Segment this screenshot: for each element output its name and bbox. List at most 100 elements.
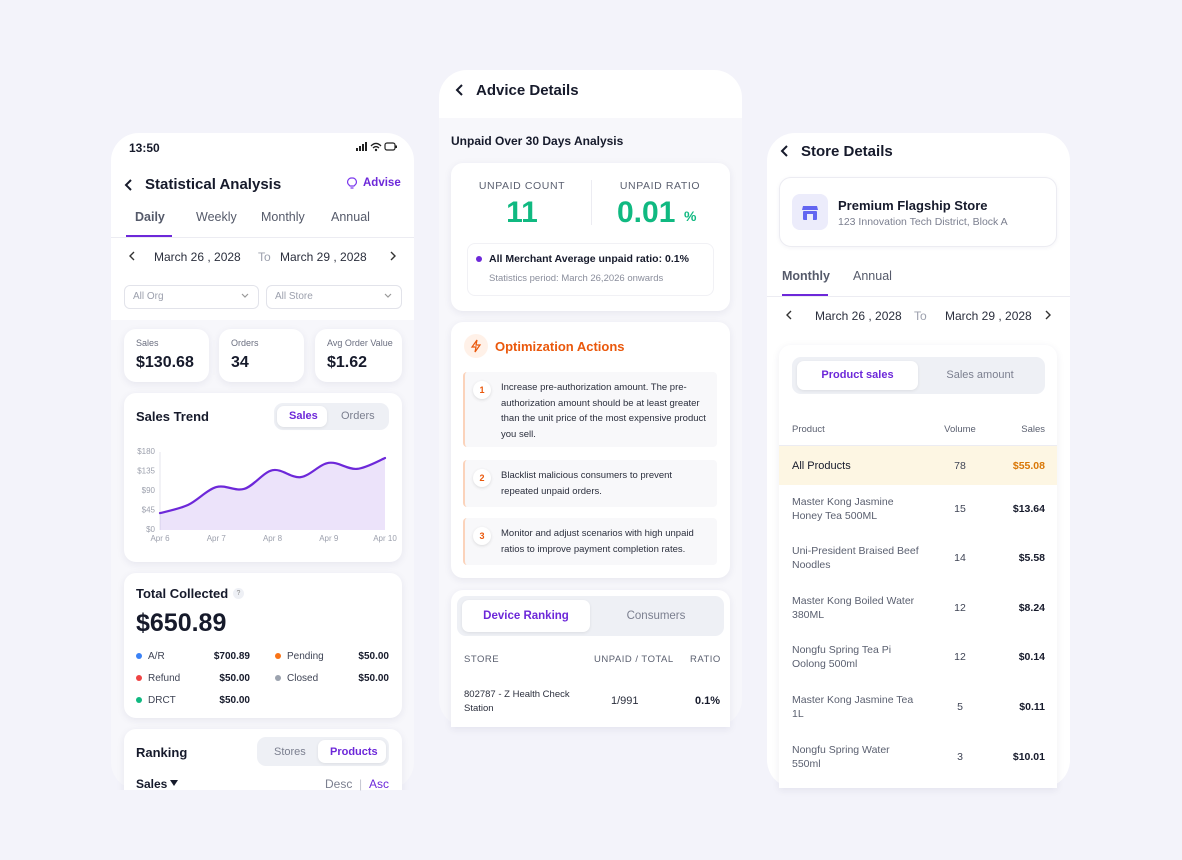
legend-dot	[136, 653, 142, 659]
next-date[interactable]	[1044, 310, 1052, 320]
legend-value: $50.00	[219, 695, 250, 706]
chevron-down	[384, 293, 392, 298]
advise-link[interactable]: Advise	[363, 177, 401, 189]
tab[interactable]: Weekly	[196, 210, 237, 224]
toggle-active-bg	[462, 600, 590, 632]
toggle-active-bg	[277, 406, 327, 427]
prev-date[interactable]	[128, 251, 136, 261]
y-tick-label: $180	[137, 447, 155, 456]
store-name: Premium Flagship Store	[838, 198, 988, 213]
bulb-icon	[347, 177, 357, 189]
actions-title: Optimization Actions	[495, 339, 625, 354]
product-name: Nongfu Spring Water 550ml	[792, 744, 890, 770]
legend-label: Closed	[287, 673, 319, 684]
volume: 3	[957, 751, 963, 763]
kpi-value: $1.62	[327, 354, 368, 371]
product-name: Master Kong Jasmine Honey Tea 500ML	[792, 496, 894, 522]
total-row-bg	[779, 446, 1057, 485]
unpaid-card	[451, 163, 730, 311]
kpi-value: $130.68	[136, 354, 194, 371]
ratio-cell: 0.1%	[695, 695, 721, 707]
toggle-option[interactable]: Orders	[341, 410, 375, 422]
product-name: Master Kong Jasmine Tea 1L	[792, 694, 914, 720]
toggle-option[interactable]: Stores	[274, 746, 306, 758]
date-from: March 26 , 2028	[154, 250, 241, 264]
section-title: Unpaid Over 30 Days Analysis	[451, 134, 624, 148]
chevron-down	[241, 293, 249, 298]
tab-active[interactable]: Daily	[135, 210, 165, 224]
toggle-option[interactable]: Sales	[289, 410, 318, 422]
legend-value: $700.89	[213, 651, 250, 662]
table-header: RATIO	[690, 654, 721, 665]
filter-org[interactable]	[124, 285, 259, 309]
toggle-option[interactable]: Products	[330, 746, 378, 758]
legend-dot	[136, 675, 142, 681]
average-box	[467, 243, 714, 296]
unpaid-total-cell: 1/991	[611, 695, 639, 707]
total-title: Total Collected	[136, 586, 229, 601]
help-icon[interactable]: ?	[233, 588, 244, 599]
sales: $13.64	[1012, 503, 1045, 515]
back-button[interactable]	[780, 144, 790, 158]
volume: 12	[954, 602, 966, 614]
action-text: Increase pre-authorization amount. The p…	[501, 382, 706, 440]
kpi-card	[315, 329, 402, 382]
date-to: March 29 , 2028	[280, 250, 367, 264]
sort-separator: |	[359, 777, 363, 791]
store-cell: 802787 - Z Health Check Station	[464, 689, 570, 714]
sales: $0.11	[1019, 701, 1045, 713]
kpi-label: Orders	[231, 338, 259, 348]
total-collected-card	[124, 573, 402, 718]
tab[interactable]: Monthly	[261, 210, 305, 224]
back-button[interactable]	[455, 83, 465, 97]
legend-dot	[136, 697, 142, 703]
sort-asc[interactable]: Asc	[369, 777, 390, 791]
volume: 15	[954, 503, 966, 515]
kpi-card	[219, 329, 304, 382]
filter-store[interactable]	[266, 285, 402, 309]
prev-date[interactable]	[785, 310, 793, 320]
header-divider	[779, 445, 1057, 446]
metric-divider	[591, 180, 592, 225]
action-item	[463, 460, 717, 507]
store-icon	[802, 206, 818, 220]
y-tick-label: $45	[142, 506, 156, 515]
legend-dot	[275, 653, 281, 659]
action-number: 3	[473, 527, 491, 545]
average-note: All Merchant Average unpaid ratio: 0.1%	[489, 253, 689, 265]
x-tick-label: Apr 9	[319, 534, 339, 543]
x-tick-label: Apr 8	[263, 534, 283, 543]
toggle-active-bg	[318, 740, 386, 763]
kpi-card	[124, 329, 209, 382]
table-header: Volume	[944, 424, 976, 435]
x-tick-label: Apr 6	[150, 534, 170, 543]
sort-field[interactable]: Sales	[136, 777, 168, 791]
sales: $8.24	[1018, 602, 1045, 614]
period-note: Statistics period: March 26,2026 onwards	[489, 273, 664, 284]
product-name: Master Kong Boiled Water 380ML	[792, 595, 915, 621]
back-button[interactable]	[124, 178, 134, 192]
tab-active[interactable]: Device Ranking	[483, 610, 569, 622]
bolt-icon-bg	[464, 334, 488, 358]
tab[interactable]: Consumers	[626, 610, 686, 622]
product-name: Uni-President Braised Beef Noodles	[792, 545, 919, 571]
volume: 12	[954, 651, 966, 663]
toggle-option[interactable]: Product sales	[821, 369, 894, 381]
action-item	[463, 372, 717, 447]
sort-desc[interactable]: Desc	[325, 777, 353, 791]
tab[interactable]: Annual	[331, 210, 370, 224]
tab[interactable]: Annual	[853, 269, 892, 283]
tab-active[interactable]: Monthly	[782, 269, 830, 283]
total-amount: $650.89	[136, 609, 227, 637]
sales-trend-chart: $0 $45 $90 $135 $180 Apr 6 Apr 7 Apr 8 Apr 9 Apr …	[137, 447, 397, 543]
product-table-card	[779, 345, 1057, 788]
next-date[interactable]	[389, 251, 397, 261]
volume: 14	[954, 552, 966, 564]
tab-underline	[126, 235, 172, 237]
toggle-option[interactable]: Sales amount	[946, 369, 1014, 381]
metric-label: UNPAID RATIO	[619, 180, 701, 192]
action-number: 2	[473, 469, 491, 487]
bolt-icon	[470, 339, 482, 353]
